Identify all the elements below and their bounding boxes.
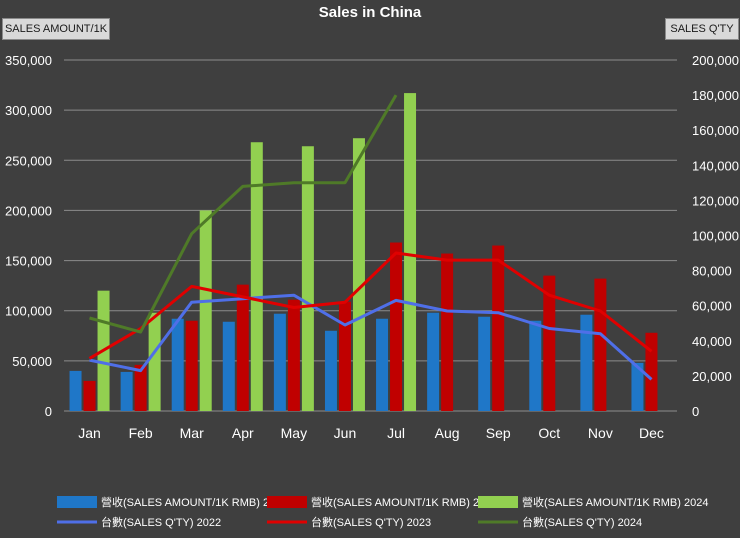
bar [390, 242, 403, 411]
y2-tick-label: 80,000 [692, 264, 732, 279]
bar [543, 275, 556, 411]
y-axis-ticks: 0 50,000 100,000 150,000 200,000 250,000 300,0… [5, 53, 52, 419]
x-tick-label: Mar [180, 425, 204, 441]
bar [645, 332, 658, 411]
x-tick-label: Aug [435, 425, 460, 441]
bar [631, 362, 644, 411]
lines [88, 94, 653, 381]
y2-axis-ticks: 0 20,000 40,000 60,000 80,000 100,000 120,000 1… [692, 53, 739, 419]
bar [492, 245, 505, 411]
bar [199, 210, 212, 411]
bars [69, 93, 658, 412]
bar [427, 312, 440, 411]
bar [338, 301, 351, 411]
x-tick-label: Feb [129, 425, 153, 441]
legend-swatch [267, 496, 307, 508]
x-tick-label: Apr [232, 425, 254, 441]
y2-tick-label: 180,000 [692, 88, 739, 103]
y2-tick-label: 100,000 [692, 229, 739, 244]
y-tick-label: 0 [45, 404, 52, 419]
x-tick-label: Sep [486, 425, 511, 441]
bar [250, 142, 263, 411]
bar [529, 320, 542, 411]
x-tick-label: May [281, 425, 307, 441]
y-tick-label: 50,000 [12, 354, 52, 369]
gridlines [64, 59, 677, 412]
bar [478, 316, 491, 411]
y2-axis-label: SALES Q'TY [665, 18, 739, 40]
chart-title: Sales in China [319, 4, 422, 21]
series-line [88, 251, 653, 360]
y2-tick-label: 160,000 [692, 123, 739, 138]
y-tick-label: 100,000 [5, 304, 52, 319]
x-tick-label: Jul [387, 425, 405, 441]
y2-tick-label: 140,000 [692, 158, 739, 173]
y-tick-label: 350,000 [5, 53, 52, 68]
y2-tick-label: 20,000 [692, 369, 732, 384]
y-axis-label: SALES AMOUNT/1K [2, 18, 110, 40]
bar [148, 312, 161, 411]
y-tick-label: 250,000 [5, 153, 52, 168]
bar [222, 321, 235, 411]
bar [404, 93, 417, 411]
bar [580, 314, 593, 411]
bar [83, 380, 96, 411]
bar [352, 138, 365, 412]
y2-tick-label: 0 [692, 404, 699, 419]
bar [171, 318, 184, 411]
bar [594, 278, 607, 411]
x-tick-label: Dec [639, 425, 664, 441]
legend: 營收(SALES AMOUNT/1K RMB) 2022 營收(SALES AMO… [57, 495, 708, 529]
bar [236, 284, 249, 411]
y2-tick-label: 60,000 [692, 299, 732, 314]
series-line [89, 94, 398, 334]
bar [287, 299, 300, 411]
bar [376, 318, 389, 411]
x-axis-ticks: Jan Feb Mar Apr May Jun Jul Aug Sep Oct Nov Dec [78, 425, 664, 441]
y-tick-label: 150,000 [5, 254, 52, 269]
bar [441, 253, 454, 411]
legend-label: 營收(SALES AMOUNT/1K RMB) 2022 [101, 495, 287, 509]
y2-tick-label: 200,000 [692, 53, 739, 68]
legend-label: 營收(SALES AMOUNT/1K RMB) 2024 [522, 495, 708, 509]
x-tick-label: Jan [78, 425, 101, 441]
legend-swatch [478, 496, 518, 508]
bar [324, 330, 337, 411]
legend-label: 台數(SALES Q'TY) 2023 [311, 515, 431, 529]
bar [120, 371, 133, 411]
bar [301, 146, 314, 411]
legend-label: 營收(SALES AMOUNT/1K RMB) 2023 [311, 495, 497, 509]
legend-swatch [57, 496, 97, 508]
y2-tick-label: 120,000 [692, 193, 739, 208]
x-tick-label: Jun [334, 425, 357, 441]
y-tick-label: 300,000 [5, 103, 52, 118]
y2-tick-label: 40,000 [692, 334, 732, 349]
series-line [89, 293, 653, 381]
x-tick-label: Oct [538, 425, 560, 441]
x-tick-label: Nov [588, 425, 613, 441]
y-tick-label: 200,000 [5, 203, 52, 218]
bar [273, 313, 286, 411]
legend-label: 台數(SALES Q'TY) 2024 [522, 515, 642, 529]
bar [134, 364, 147, 411]
bar [69, 370, 82, 411]
bar [185, 320, 198, 411]
legend-label: 台數(SALES Q'TY) 2022 [101, 515, 221, 529]
